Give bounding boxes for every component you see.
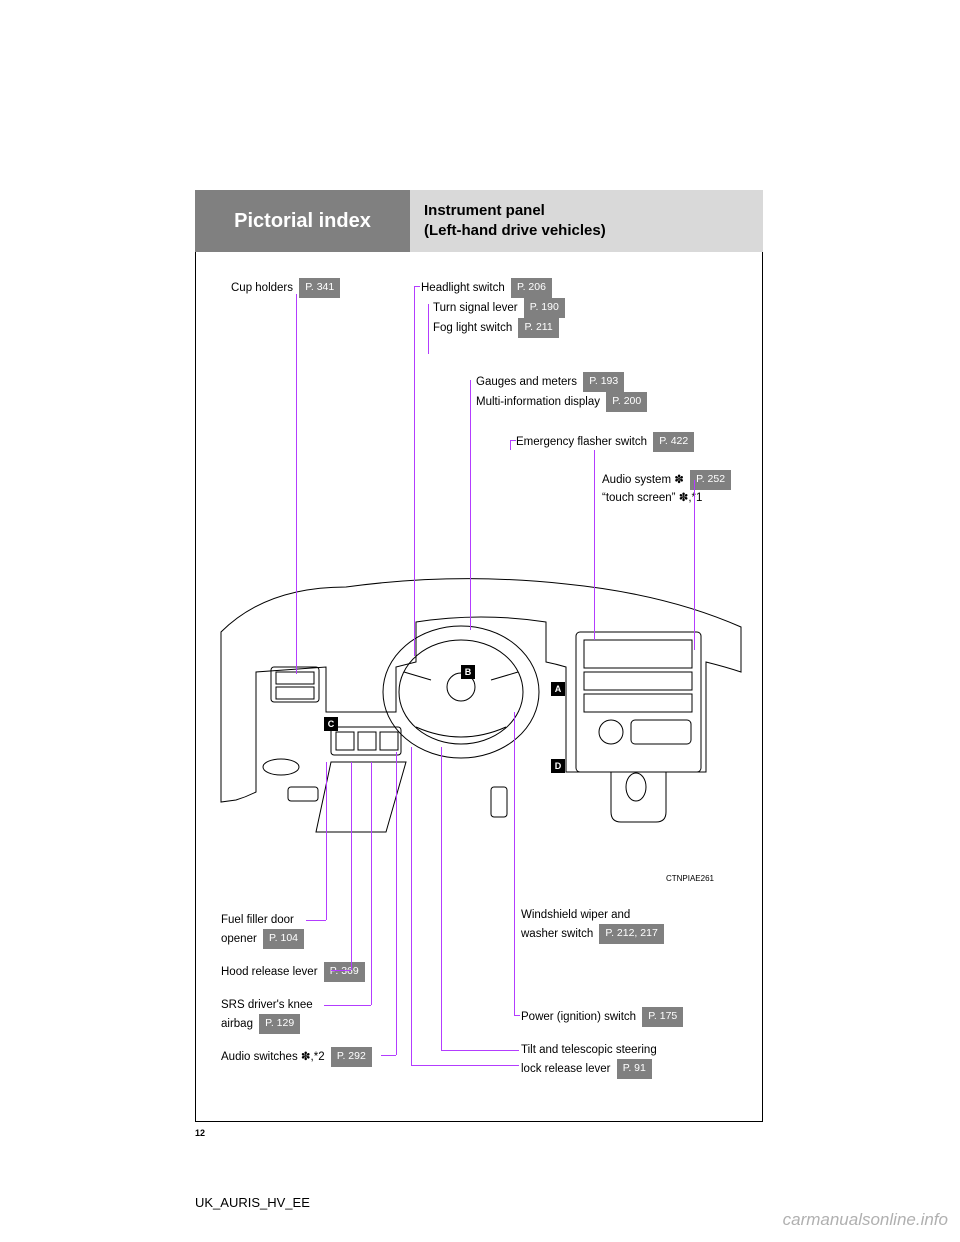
headlight-page-badge: P. 206 bbox=[511, 278, 552, 298]
callout-multi-info: Multi-information display P. 200 bbox=[476, 392, 647, 412]
leader-line bbox=[510, 440, 516, 441]
callout-hood: Hood release lever P. 369 bbox=[221, 962, 365, 982]
leader-line bbox=[331, 970, 351, 971]
hood-page-badge: P. 369 bbox=[324, 962, 365, 982]
audio-switches-page-badge: P. 292 bbox=[331, 1047, 372, 1067]
cup-holders-page-badge: P. 341 bbox=[299, 278, 340, 298]
fog-light-label: Fog light switch bbox=[433, 322, 512, 334]
fuel-filler-page-badge: P. 104 bbox=[263, 929, 304, 949]
callout-emergency: Emergency flasher switch P. 422 bbox=[516, 432, 694, 452]
leader-line bbox=[306, 920, 326, 921]
multi-info-page-badge: P. 200 bbox=[606, 392, 647, 412]
callout-headlight-switch: Headlight switch P. 206 bbox=[421, 278, 552, 298]
marker-d: D bbox=[551, 759, 565, 773]
gauges-label: Gauges and meters bbox=[476, 376, 577, 388]
callout-srs: SRS driver's knee airbag P. 129 bbox=[221, 997, 313, 1034]
watermark: carmanualsonline.info bbox=[783, 1210, 948, 1230]
leader-line bbox=[514, 1015, 520, 1016]
callout-turn-signal: Turn signal lever P. 190 bbox=[433, 298, 565, 318]
windshield-page-badge: P. 212, 217 bbox=[599, 924, 663, 944]
doc-footer: UK_AURIS_HV_EE bbox=[195, 1195, 310, 1210]
leader-line bbox=[428, 304, 429, 354]
marker-a: A bbox=[551, 682, 565, 696]
hood-label: Hood release lever bbox=[221, 966, 318, 978]
leader-line bbox=[414, 286, 415, 656]
fuel-filler-label2: opener bbox=[221, 933, 257, 945]
tilt-page-badge: P. 91 bbox=[617, 1059, 652, 1079]
page-number: 12 bbox=[195, 1128, 205, 1138]
audio-system-label: Audio system ✽ bbox=[602, 474, 684, 486]
diagram-code: CTNPIAE261 bbox=[666, 874, 714, 883]
pictorial-index-title: Pictorial index bbox=[195, 190, 410, 252]
callout-windshield: Windshield wiper and washer switch P. 21… bbox=[521, 907, 664, 944]
manual-page: Pictorial index Instrument panel (Left-h… bbox=[195, 190, 763, 1122]
tilt-label2: lock release lever bbox=[521, 1063, 610, 1075]
windshield-label1: Windshield wiper and bbox=[521, 907, 664, 924]
leader-line bbox=[396, 752, 397, 1055]
audio-switches-label: Audio switches ✽,*2 bbox=[221, 1051, 325, 1063]
leader-line bbox=[381, 1055, 396, 1056]
leader-line bbox=[594, 450, 595, 640]
callout-touch-screen: “touch screen” ✽,*1 bbox=[602, 490, 702, 507]
cup-holders-label: Cup holders bbox=[231, 282, 293, 294]
page-subtitle: Instrument panel (Left-hand drive vehicl… bbox=[410, 190, 763, 252]
gauges-page-badge: P. 193 bbox=[583, 372, 624, 392]
leader-line bbox=[296, 294, 297, 674]
leader-line bbox=[371, 762, 372, 1005]
header-row: Pictorial index Instrument panel (Left-h… bbox=[195, 190, 763, 252]
srs-label1: SRS driver's knee bbox=[221, 997, 313, 1014]
subtitle-line2: (Left-hand drive vehicles) bbox=[424, 221, 749, 241]
srs-label2: airbag bbox=[221, 1018, 253, 1030]
power-switch-page-badge: P. 175 bbox=[642, 1007, 683, 1027]
leader-line bbox=[470, 380, 471, 630]
turn-signal-page-badge: P. 190 bbox=[524, 298, 565, 318]
callout-power-switch: Power (ignition) switch P. 175 bbox=[521, 1007, 683, 1027]
leader-line bbox=[411, 1065, 519, 1066]
leader-line bbox=[694, 480, 695, 650]
marker-b: B bbox=[461, 665, 475, 679]
callout-gauges: Gauges and meters P. 193 bbox=[476, 372, 624, 392]
emergency-page-badge: P. 422 bbox=[653, 432, 694, 452]
leader-line bbox=[414, 286, 420, 287]
leader-line bbox=[324, 1005, 371, 1006]
subtitle-line1: Instrument panel bbox=[424, 201, 749, 221]
fog-light-page-badge: P. 211 bbox=[518, 318, 558, 338]
windshield-label2: washer switch bbox=[521, 928, 593, 940]
marker-c: C bbox=[324, 717, 338, 731]
multi-info-label: Multi-information display bbox=[476, 396, 600, 408]
diagram-content: Cup holders P. 341 Headlight switch P. 2… bbox=[195, 252, 763, 1122]
turn-signal-label: Turn signal lever bbox=[433, 302, 518, 314]
callout-fog-light: Fog light switch P. 211 bbox=[433, 318, 559, 338]
leader-line bbox=[441, 747, 442, 1050]
headlight-label: Headlight switch bbox=[421, 282, 505, 294]
srs-page-badge: P. 129 bbox=[259, 1014, 300, 1034]
emergency-label: Emergency flasher switch bbox=[516, 436, 647, 448]
leader-line bbox=[514, 712, 515, 1015]
power-switch-label: Power (ignition) switch bbox=[521, 1011, 636, 1023]
leader-line bbox=[510, 440, 511, 450]
fuel-filler-label1: Fuel filler door bbox=[221, 912, 304, 929]
callout-audio-system: Audio system ✽ P. 252 bbox=[602, 470, 731, 490]
leader-line bbox=[326, 762, 327, 920]
tilt-label1: Tilt and telescopic steering bbox=[521, 1042, 657, 1059]
callout-fuel-filler: Fuel filler door opener P. 104 bbox=[221, 912, 304, 949]
leader-line bbox=[441, 1050, 519, 1051]
leader-line bbox=[351, 762, 352, 970]
leader-line bbox=[411, 747, 412, 1065]
callout-tilt: Tilt and telescopic steering lock releas… bbox=[521, 1042, 657, 1079]
callout-audio-switches: Audio switches ✽,*2 P. 292 bbox=[221, 1047, 372, 1067]
touch-screen-label: “touch screen” ✽,*1 bbox=[602, 492, 702, 504]
callout-cup-holders: Cup holders P. 341 bbox=[231, 278, 340, 298]
audio-system-page-badge: P. 252 bbox=[690, 470, 731, 490]
